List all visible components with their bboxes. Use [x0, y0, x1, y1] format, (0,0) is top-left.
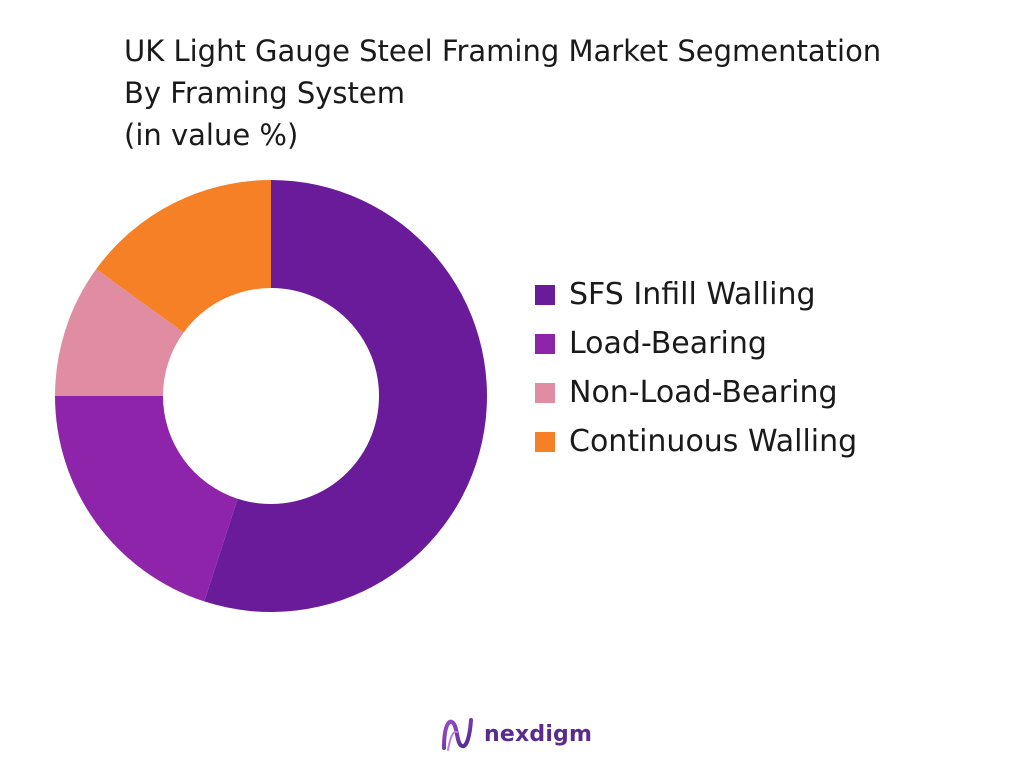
brand-logo: nexdigm	[440, 714, 592, 754]
legend-label-load-bearing: Load-Bearing	[569, 326, 767, 361]
chart-title: UK Light Gauge Steel Framing Market Segm…	[124, 30, 1004, 156]
legend-swatch-non-load-bearing	[535, 383, 555, 403]
legend-swatch-load-bearing	[535, 334, 555, 354]
legend-swatch-sfs-infill-walling	[535, 285, 555, 305]
nexdigm-logo-icon	[442, 718, 473, 751]
legend-swatch-continuous-walling	[535, 432, 555, 452]
brand-name: nexdigm	[484, 721, 593, 747]
donut-slice-continuous-walling	[96, 180, 272, 333]
donut-slices	[55, 180, 487, 612]
legend-label-non-load-bearing: Non-Load-Bearing	[569, 375, 838, 410]
legend-label-continuous-walling: Continuous Walling	[569, 424, 858, 459]
donut-slice-load-bearing	[55, 396, 238, 602]
donut-slice-non-load-bearing	[55, 269, 184, 396]
chart-title-line-2: By Framing System	[124, 76, 405, 110]
chart-subtitle: (in value %)	[124, 118, 299, 152]
chart-title-line-1: UK Light Gauge Steel Framing Market Segm…	[124, 34, 882, 68]
donut-slice-sfs-infill-walling	[204, 180, 487, 612]
legend-label-sfs-infill-walling: SFS Infill Walling	[569, 277, 816, 312]
